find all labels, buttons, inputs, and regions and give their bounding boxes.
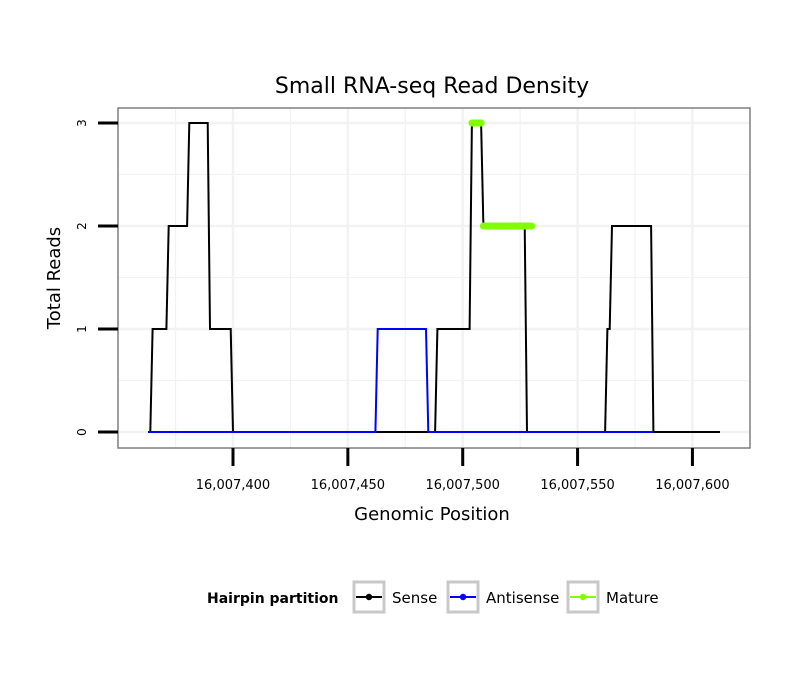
legend-point-sense: [365, 593, 373, 601]
plot-panel-border: [117, 107, 751, 449]
legend-point-antisense: [459, 593, 467, 601]
y-tick-label: 0: [75, 428, 89, 436]
x-tick-label: 16,007,550: [540, 478, 614, 493]
x-tick-label: 16,007,600: [655, 478, 729, 493]
legend: Hairpin partition Sense Antisense Mature: [207, 580, 659, 614]
x-tick-label: 16,007,500: [425, 478, 499, 493]
legend-label-antisense: Antisense: [486, 589, 559, 607]
legend-point-mature: [579, 593, 587, 601]
chart-title: Small RNA-seq Read Density: [275, 74, 589, 99]
series-line-antisense: [148, 328, 654, 433]
legend-label-sense: Sense: [392, 589, 437, 607]
y-tick-label: 1: [75, 325, 89, 333]
y-axis-label: Total Reads: [44, 227, 65, 330]
legend-label-mature: Mature: [606, 589, 659, 607]
legend-title: Hairpin partition: [207, 591, 338, 607]
x-tick-label: 16,007,400: [196, 478, 270, 493]
x-axis-label: Genomic Position: [354, 504, 510, 525]
x-tick-label: 16,007,450: [311, 478, 385, 493]
y-tick-label: 3: [75, 119, 89, 127]
y-tick-label: 2: [75, 222, 89, 230]
series-line-sense: [148, 122, 720, 433]
